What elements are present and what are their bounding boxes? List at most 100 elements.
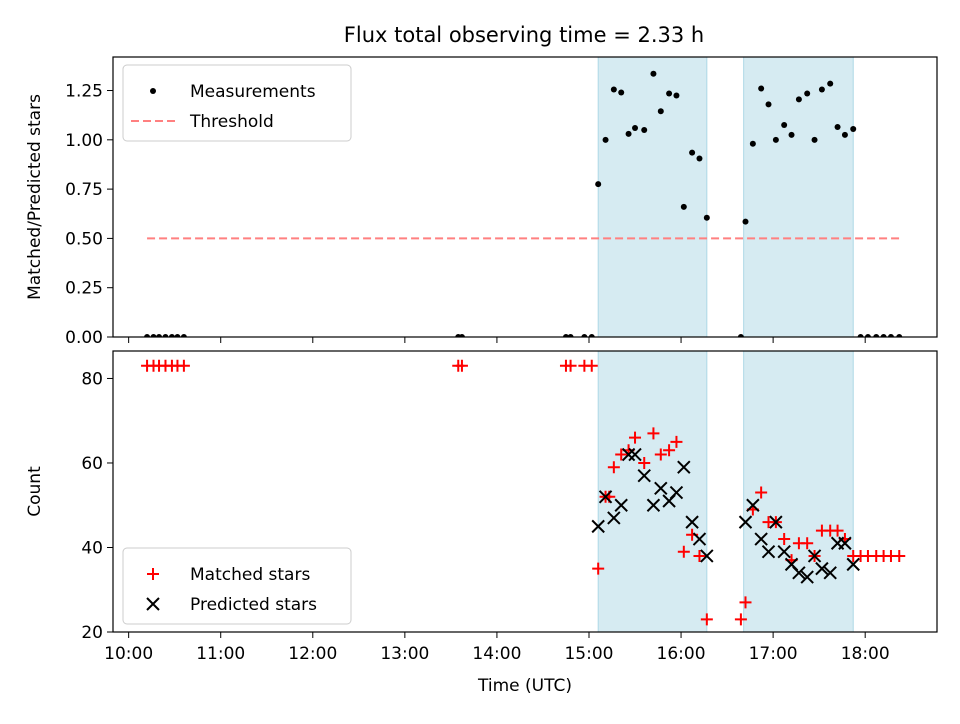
measurement-point <box>737 334 744 337</box>
measurement-point <box>758 85 765 92</box>
y-tick-label: 0.25 <box>65 279 103 299</box>
x-tick-label: 11:00 <box>196 644 245 664</box>
y-tick-label: 20 <box>81 623 103 643</box>
measurement-point <box>666 90 673 97</box>
measurement-point <box>673 92 680 99</box>
predicted-star-point <box>838 536 852 550</box>
axes-frame-0 <box>112 56 938 338</box>
predicted-star-point <box>637 468 651 483</box>
measurement-point <box>581 334 588 337</box>
measurement-point <box>841 131 848 138</box>
matched-star-point <box>755 486 768 499</box>
shaded-span-0 <box>597 56 708 338</box>
predicted-star-point <box>846 557 860 572</box>
legend-predicted-marker <box>146 597 160 611</box>
measurement-point <box>703 214 710 221</box>
measurement-point <box>150 334 157 337</box>
y-tick-label: 40 <box>81 538 103 558</box>
measurement-point <box>811 136 818 143</box>
y-tick-label: 0.75 <box>65 180 103 200</box>
measurement-point <box>689 149 696 156</box>
measurement-point <box>864 334 871 337</box>
measurement-point <box>765 101 772 108</box>
matched-star-point <box>615 448 628 461</box>
matched-star-point <box>734 613 747 626</box>
legend-box <box>122 64 352 142</box>
legend-measurements-marker <box>150 88 156 94</box>
top-panel: 0.00 0.25 0.50 0.75 1.00 1.25 Matched/Predicte… <box>25 56 938 348</box>
predicted-star-point <box>669 485 684 500</box>
predicted-star-point <box>598 490 613 504</box>
shaded-span-1 <box>743 350 854 633</box>
predicted-star-point <box>777 545 791 559</box>
predicted-star-point <box>591 519 605 534</box>
predicted-star-point <box>823 566 837 580</box>
y-tick-label: 1.25 <box>65 82 103 102</box>
predicted-star-point <box>792 566 806 580</box>
matched-star-point <box>629 431 642 444</box>
measurement-point <box>795 96 802 103</box>
matched-star-point <box>700 613 713 626</box>
matched-star-point <box>677 545 690 558</box>
matched-star-point <box>564 359 577 372</box>
legend-1: Matched stars Predicted stars <box>122 547 352 625</box>
matched-star-point <box>670 435 683 448</box>
measurement-point <box>896 334 903 337</box>
y-axis-label: Matched/Predicted stars <box>25 94 45 300</box>
measurement-point <box>174 334 181 337</box>
measurement-point <box>618 89 625 96</box>
measurement-point <box>887 334 894 337</box>
matched-star-point <box>893 549 906 562</box>
predicted-star-point <box>692 532 707 546</box>
measurement-point <box>834 124 841 130</box>
axes-frame-1 <box>112 350 938 633</box>
matched-star-point <box>177 359 190 372</box>
measurement-point <box>827 80 834 87</box>
markers-1 <box>141 359 906 626</box>
predicted-star-point <box>738 515 753 529</box>
predicted-star-point <box>800 570 814 584</box>
measurement-point <box>857 334 864 337</box>
y-tick-label: 1.00 <box>65 131 103 151</box>
predicted-star-point <box>746 498 760 512</box>
predicted-star-point <box>700 549 714 563</box>
legend-0: Measurements Threshold <box>122 64 352 142</box>
measurement-point <box>458 334 465 337</box>
predicted-star-point <box>754 532 768 546</box>
y-tick-label: 0.00 <box>65 328 103 348</box>
legend-matched-marker <box>147 568 159 580</box>
measurement-point <box>657 108 664 115</box>
shaded-span-0 <box>597 350 708 633</box>
measurement-point <box>588 334 595 337</box>
matched-star-point <box>647 427 660 440</box>
predicted-star-point <box>614 498 628 512</box>
matched-star-point <box>592 562 605 575</box>
predicted-star-point <box>815 561 829 576</box>
predicted-star-point <box>677 460 691 474</box>
measurement-point <box>156 334 163 337</box>
predicted-star-point <box>621 447 636 462</box>
chart-title: Flux total observing time = 2.33 h <box>344 23 704 47</box>
matched-star-point <box>455 359 468 372</box>
matched-star-point <box>739 596 752 609</box>
bottom-panel: 20 40 60 80 10:00 11:00 12:00 13:00 14:00 15:00 16… <box>25 350 938 696</box>
measurement-point <box>567 334 574 337</box>
predicted-star-point <box>654 481 668 496</box>
markers-0 <box>144 70 903 337</box>
measurement-point <box>788 131 795 138</box>
predicted-star-point <box>628 447 642 462</box>
matched-star-point <box>638 456 651 469</box>
measurement-point <box>168 334 175 337</box>
measurement-point <box>772 136 779 143</box>
measurement-point <box>641 126 648 133</box>
legend-label: Threshold <box>189 112 274 132</box>
measurement-point <box>562 334 569 337</box>
measurement-point <box>742 218 749 225</box>
legend-label: Predicted stars <box>190 595 317 615</box>
predicted-star-point <box>685 515 699 529</box>
y-axis-label: Count <box>25 466 45 517</box>
x-tick-label: 14:00 <box>472 644 521 664</box>
x-tick-label: 16:00 <box>657 644 706 664</box>
x-tick-label: 12:00 <box>288 644 337 664</box>
